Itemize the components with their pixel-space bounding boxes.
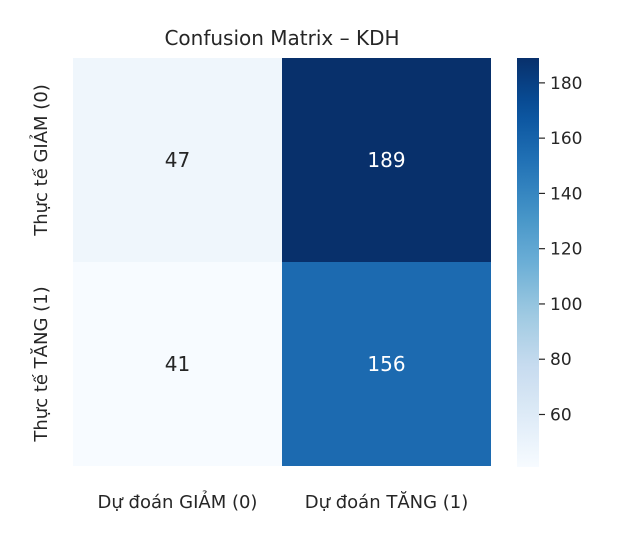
heatmap-cell-value: 156 (367, 352, 405, 376)
heatmap-cell-value: 47 (165, 148, 190, 172)
y-tick-label: Thực tế GIẢM (0) (29, 84, 52, 237)
heatmap-cell (73, 58, 282, 262)
colorbar-ticks: 60 80 100 120 140 160 180 (539, 74, 582, 425)
chart-title: Confusion Matrix – KDH (164, 26, 399, 50)
x-tick-label: Dự đoán GIẢM (0) (98, 490, 258, 513)
y-axis-tick-labels: Thực tế GIẢM (0) Thực tế TĂNG (1) (29, 84, 52, 442)
heatmap-cell-value: 189 (367, 148, 405, 172)
colorbar-tick-label: 80 (550, 350, 572, 370)
heatmap-cells (73, 58, 491, 466)
heatmap-cell (73, 262, 282, 466)
y-tick-label: Thực tế TĂNG (1) (30, 286, 52, 442)
heatmap-cell-value: 41 (165, 352, 190, 376)
x-tick-label: Dự đoán TĂNG (1) (305, 491, 469, 513)
colorbar-tick-label: 180 (550, 74, 582, 94)
colorbar (517, 58, 539, 467)
heatmap-cell-labels: 47 189 41 156 (165, 148, 406, 376)
colorbar-tick-label: 140 (550, 184, 582, 204)
colorbar-tick-label: 60 (550, 405, 572, 425)
colorbar-tick-label: 100 (550, 295, 582, 315)
heatmap-cell (282, 58, 491, 262)
x-axis-tick-labels: Dự đoán GIẢM (0) Dự đoán TĂNG (1) (98, 490, 469, 513)
heatmap-cell (282, 262, 491, 466)
colorbar-tick-label: 160 (550, 129, 582, 149)
colorbar-tick-label: 120 (550, 240, 582, 260)
